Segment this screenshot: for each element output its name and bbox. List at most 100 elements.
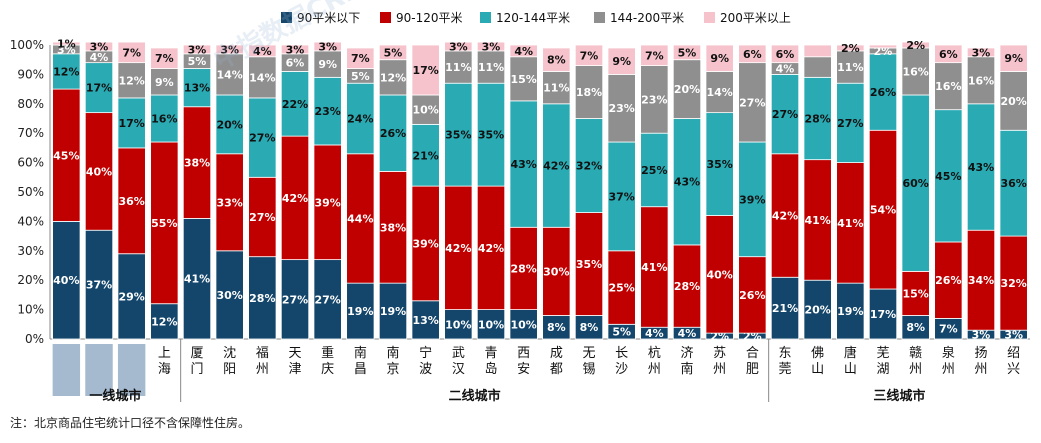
bar-segment [705, 71, 734, 114]
data-label: 7% [645, 49, 664, 62]
bar-segment [868, 288, 898, 340]
data-label: 42% [478, 242, 504, 255]
bar-segment [476, 185, 506, 310]
data-label: 5% [612, 326, 631, 339]
data-label: 3% [449, 40, 468, 53]
data-label: 27% [249, 132, 275, 145]
data-label: 26% [380, 127, 406, 140]
bar-segment [574, 65, 604, 119]
data-label: 23% [608, 102, 634, 115]
data-label: 3% [972, 329, 991, 342]
x-tick-label: 扬 [974, 346, 987, 361]
bar-segment [607, 47, 636, 75]
x-tick-label: 武 [452, 346, 465, 361]
y-tick-label: 100% [10, 38, 44, 52]
data-label: 27% [314, 293, 340, 306]
x-tick-label: 兴 [1007, 362, 1020, 377]
bar-segment [248, 176, 277, 258]
legend-swatch [281, 12, 292, 23]
bar-segment [280, 71, 310, 137]
bar-segment [672, 44, 702, 61]
data-label: 42% [543, 160, 569, 173]
y-tick-label: 60% [17, 156, 44, 170]
category-thumbnail [52, 344, 81, 396]
data-label: 10% [412, 104, 438, 117]
data-label: 3% [286, 43, 305, 56]
data-label: 3% [220, 43, 239, 56]
bar-segment [150, 47, 179, 69]
bar-segment [803, 279, 832, 340]
bar-segment [705, 44, 734, 72]
data-label: 10% [478, 318, 504, 331]
data-label: 4% [253, 45, 272, 58]
data-label: 20% [216, 118, 242, 131]
legend-label: 200平米以上 [720, 11, 791, 25]
data-label: 17% [412, 64, 438, 77]
data-label: 15% [902, 287, 928, 300]
data-label: 34% [968, 274, 994, 287]
data-label: 41% [184, 273, 210, 286]
bar-segment [836, 162, 865, 284]
x-tick-label: 海 [158, 362, 171, 377]
bar-segment [84, 112, 114, 231]
bar-segment [574, 118, 604, 213]
bar-segment [378, 94, 408, 172]
data-label: 4% [776, 63, 795, 76]
x-tick-label: 津 [288, 362, 301, 377]
data-label: 10% [510, 318, 536, 331]
data-label: 40% [53, 274, 79, 287]
data-label: 2% [841, 42, 860, 55]
bar-segment [313, 76, 342, 146]
data-label: 43% [968, 161, 994, 174]
bar-segment [934, 62, 963, 111]
bar-segment [117, 253, 146, 340]
bar-segment [509, 44, 538, 58]
data-label: 26% [870, 86, 896, 99]
bar-segment [770, 153, 800, 278]
x-tick-label: 州 [942, 362, 955, 377]
data-label: 12% [53, 65, 79, 78]
data-label: 41% [804, 214, 830, 227]
bar-segment [836, 44, 865, 52]
category-thumbnail [117, 344, 146, 396]
data-label: 39% [412, 237, 438, 250]
x-tick-label: 波 [419, 362, 432, 377]
x-tick-label: 州 [909, 362, 922, 377]
data-label: 6% [286, 57, 305, 70]
data-label: 24% [347, 113, 373, 126]
x-tick-label: 厦 [190, 346, 203, 361]
bar-segment [640, 44, 669, 66]
bar-segment [280, 44, 310, 55]
x-tick-label: 州 [713, 362, 726, 377]
bar-segment [803, 159, 832, 281]
data-label: 27% [739, 96, 765, 109]
data-label: 54% [870, 204, 896, 217]
x-tick-label: 京 [386, 362, 399, 377]
data-label: 30% [543, 265, 569, 278]
data-label: 7% [939, 323, 958, 336]
x-tick-label: 福 [256, 346, 269, 361]
bar-segment [672, 118, 702, 246]
data-label: 38% [184, 157, 210, 170]
y-tick-label: 10% [17, 303, 44, 317]
x-tick-label: 沈 [223, 346, 236, 361]
data-label: 6% [743, 48, 762, 61]
bar-segment [770, 276, 800, 340]
group-label: 三线城市 [873, 388, 925, 404]
data-label: 8% [580, 321, 599, 334]
bar-segment [313, 50, 342, 78]
bar-segment [215, 44, 244, 55]
data-label: 5% [351, 70, 370, 83]
data-label: 60% [902, 177, 928, 190]
x-tick-label: 青 [484, 346, 497, 361]
bar-segment [934, 44, 963, 64]
x-tick-label: 宁 [419, 345, 432, 361]
data-label: 16% [935, 80, 961, 93]
data-label: 5% [188, 55, 207, 68]
bar-segment [150, 141, 179, 305]
bar-segment [215, 250, 244, 340]
data-label: 26% [935, 274, 961, 287]
category-thumbnail [85, 344, 113, 396]
data-label: 23% [641, 93, 667, 106]
data-label: 26% [739, 289, 765, 302]
